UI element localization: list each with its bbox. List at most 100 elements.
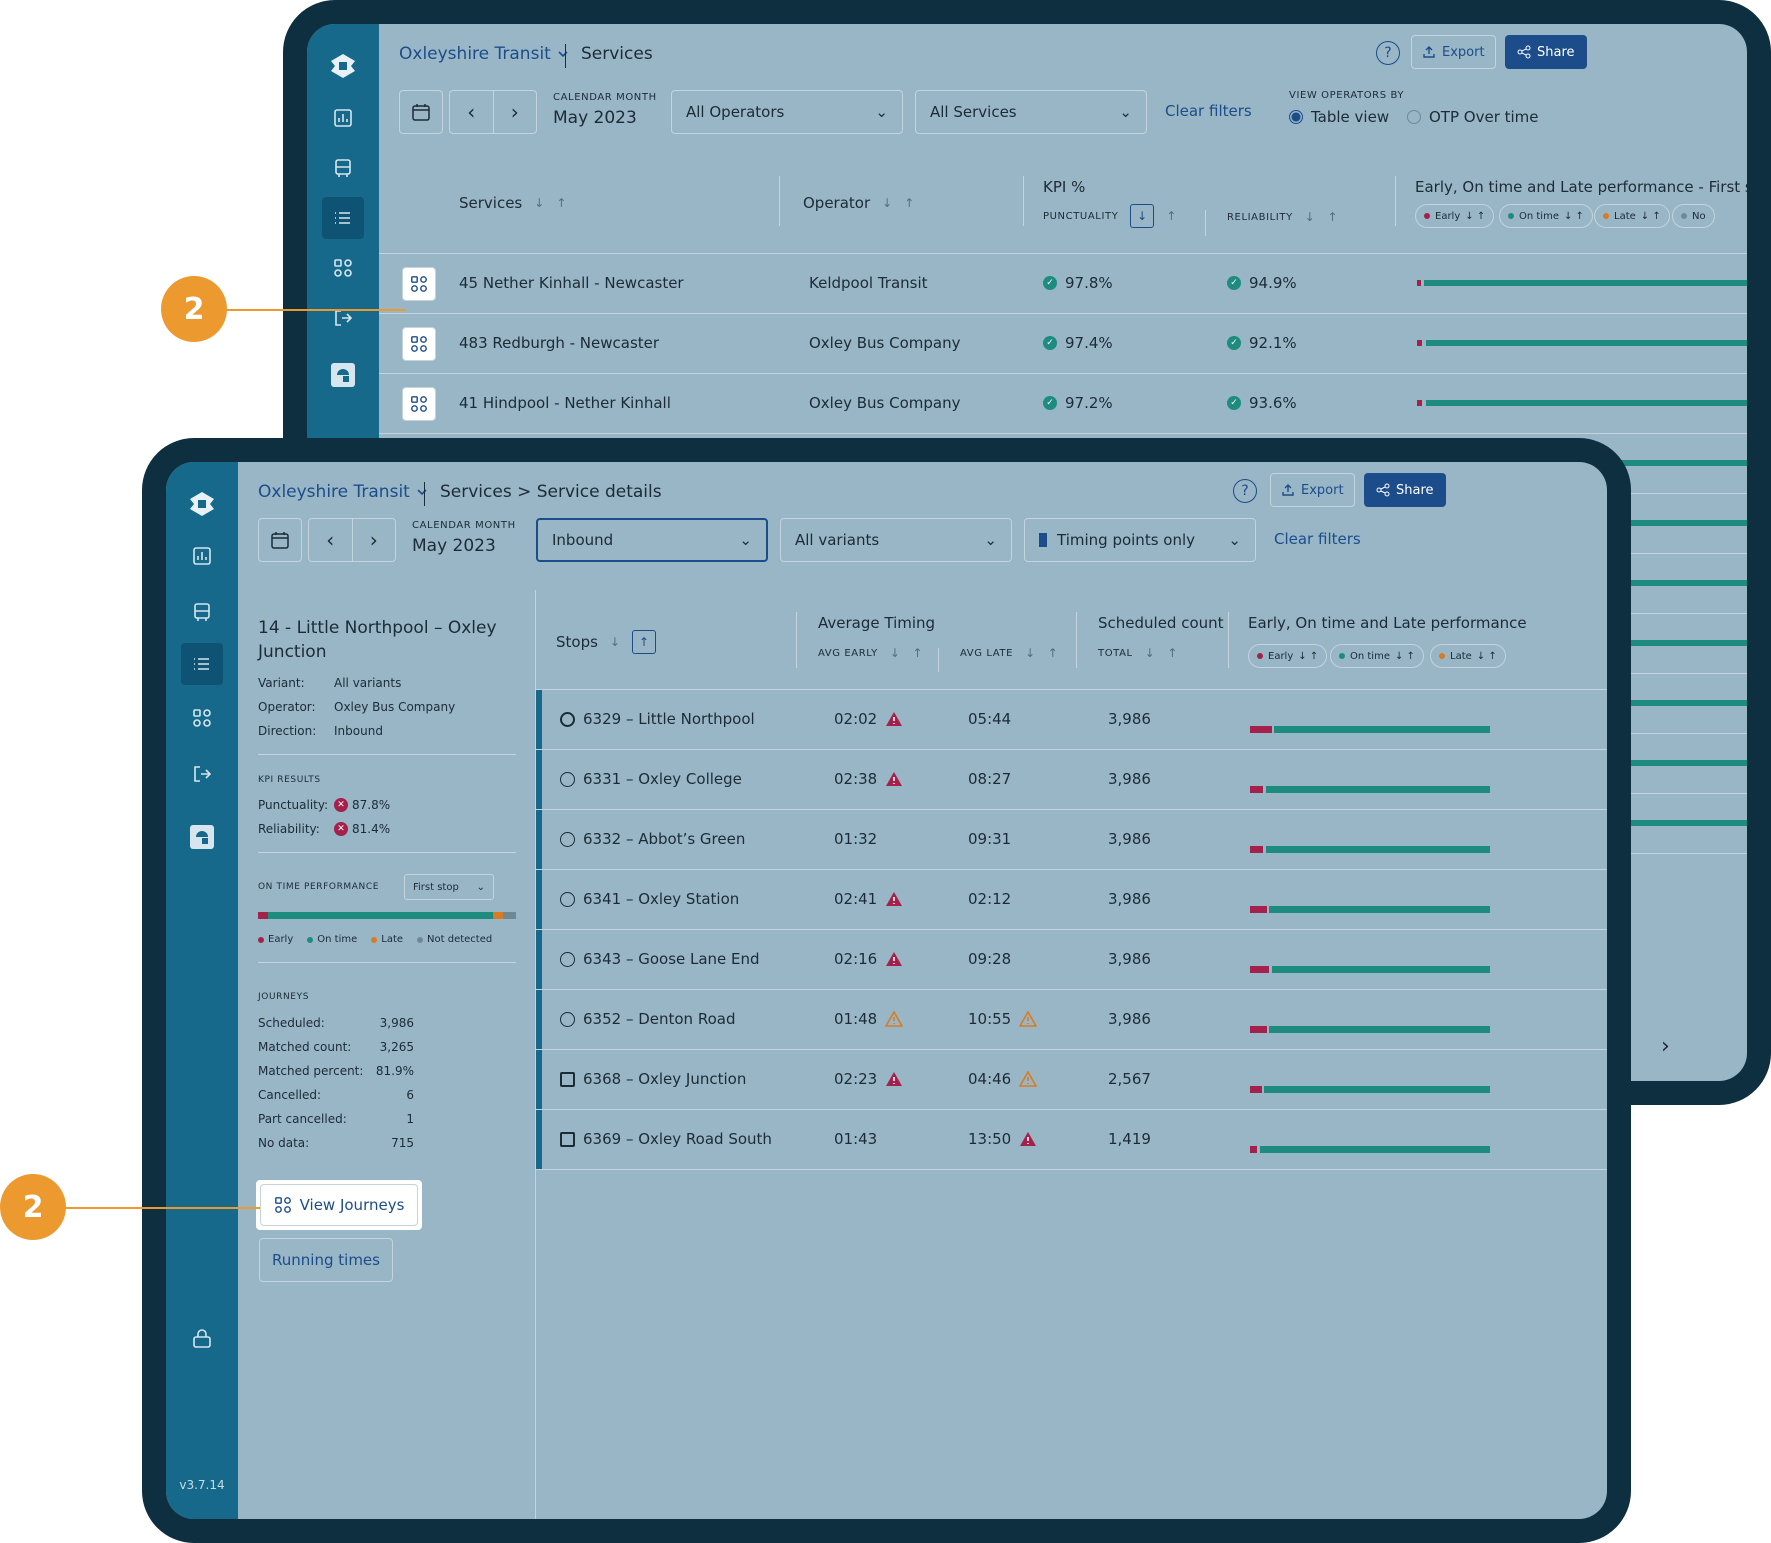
sort-down-icon[interactable]: ↓ bbox=[882, 196, 893, 210]
stop-name-cell[interactable]: 6352 – Denton Road bbox=[560, 1010, 735, 1028]
otp-stop-select[interactable]: First stop ⌄ bbox=[404, 874, 494, 900]
avg-early-cell: 01:43 bbox=[834, 1130, 877, 1148]
logout-icon[interactable] bbox=[325, 300, 361, 336]
stop-name-cell[interactable]: 6331 – Oxley College bbox=[560, 770, 742, 788]
services-select[interactable]: All Services ⌄ bbox=[915, 90, 1147, 134]
next-month-button[interactable]: › bbox=[492, 91, 537, 133]
view-journeys-icon-button[interactable] bbox=[402, 327, 436, 361]
sort-up-active-icon[interactable]: ↑ bbox=[631, 630, 656, 654]
apps-icon[interactable] bbox=[325, 250, 361, 286]
bus-icon[interactable] bbox=[325, 150, 361, 186]
col-operator[interactable]: Operator ↓ ↑ bbox=[803, 194, 914, 212]
list-icon[interactable] bbox=[181, 643, 223, 685]
stop-name-cell[interactable]: 6341 – Oxley Station bbox=[560, 890, 739, 908]
variants-select[interactable]: All variants ⌄ bbox=[780, 518, 1012, 562]
export-button[interactable]: Export bbox=[1270, 473, 1355, 507]
next-month-button[interactable]: › bbox=[351, 519, 396, 561]
chip-late[interactable]: Late ↓ ↑ bbox=[1430, 644, 1506, 668]
col-reliability[interactable]: RELIABILITY ↓ ↑ bbox=[1227, 210, 1338, 224]
view-journeys-icon-button[interactable] bbox=[402, 267, 436, 301]
table-row[interactable] bbox=[379, 314, 1747, 374]
direction-select[interactable]: Inbound ⌄ bbox=[536, 518, 768, 562]
stop-row[interactable] bbox=[536, 810, 1607, 870]
chip-notdetected[interactable]: No bbox=[1672, 204, 1715, 228]
sort-down-active-icon[interactable]: ↓ bbox=[1130, 204, 1155, 228]
stop-row[interactable] bbox=[536, 750, 1607, 810]
col-stops[interactable]: Stops ↓ ↑ bbox=[556, 630, 656, 654]
bus-icon[interactable] bbox=[184, 594, 220, 630]
chip-early[interactable]: Early ↓ ↑ bbox=[1248, 644, 1328, 668]
table-row[interactable] bbox=[379, 374, 1747, 434]
stop-name-cell[interactable]: 6329 – Little Northpool bbox=[560, 710, 755, 728]
stop-row[interactable] bbox=[536, 1050, 1607, 1110]
lock-icon[interactable] bbox=[184, 1320, 220, 1356]
running-times-button[interactable]: Running times bbox=[259, 1238, 393, 1282]
chip-ontime[interactable]: On time ↓ ↑ bbox=[1499, 204, 1593, 228]
timing-select[interactable]: Timing points only ⌄ bbox=[1024, 518, 1256, 562]
col-avg-early[interactable]: AVG EARLY ↓ ↑ bbox=[818, 646, 923, 660]
sort-up-icon[interactable]: ↑ bbox=[1166, 209, 1178, 223]
stop-row[interactable] bbox=[536, 870, 1607, 930]
chip-early[interactable]: Early ↓ ↑ bbox=[1415, 204, 1495, 228]
sort-up-icon[interactable]: ↑ bbox=[1047, 646, 1059, 660]
stop-row[interactable] bbox=[536, 1110, 1607, 1170]
calendar-button[interactable] bbox=[399, 90, 443, 134]
service-name[interactable]: 41 Hindpool - Nether Kinhall bbox=[459, 394, 671, 412]
chip-ontime[interactable]: On time ↓ ↑ bbox=[1330, 644, 1424, 668]
calendar-button[interactable] bbox=[258, 518, 302, 562]
col-punctuality[interactable]: PUNCTUALITY ↓ ↑ bbox=[1043, 204, 1177, 228]
stop-row[interactable] bbox=[536, 690, 1607, 750]
sort-up-icon[interactable]: ↑ bbox=[904, 196, 915, 210]
table-row[interactable] bbox=[379, 254, 1747, 314]
col-services[interactable]: Services ↓ ↑ bbox=[459, 194, 566, 212]
prev-month-button[interactable]: ‹ bbox=[326, 528, 335, 552]
export-button[interactable]: Export bbox=[1411, 35, 1496, 69]
sort-up-icon[interactable]: ↑ bbox=[1327, 210, 1339, 224]
next-page-icon[interactable]: › bbox=[1661, 1034, 1670, 1059]
radio-table-view[interactable]: Table view bbox=[1289, 108, 1389, 126]
service-name[interactable]: 483 Redburgh - Newcaster bbox=[459, 334, 660, 352]
widget-icon[interactable] bbox=[184, 819, 220, 855]
sort-down-icon[interactable]: ↓ bbox=[1304, 210, 1316, 224]
org-switcher[interactable]: Oxleyshire Transit bbox=[258, 482, 428, 502]
stop-name-cell[interactable]: 6332 – Abbot’s Green bbox=[560, 830, 745, 848]
stop-name-cell[interactable]: 6369 – Oxley Road South bbox=[560, 1130, 772, 1148]
stop-row[interactable] bbox=[536, 990, 1607, 1050]
stop-row[interactable] bbox=[536, 930, 1607, 990]
sort-down-icon[interactable]: ↓ bbox=[889, 646, 901, 660]
col-total[interactable]: TOTAL ↓ ↑ bbox=[1098, 646, 1178, 660]
stop-name-cell[interactable]: 6368 – Oxley Junction bbox=[560, 1070, 746, 1088]
sort-down-icon[interactable]: ↓ bbox=[1144, 646, 1156, 660]
stop-name-cell[interactable]: 6343 – Goose Lane End bbox=[560, 950, 760, 968]
view-journeys-icon-button[interactable] bbox=[402, 387, 436, 421]
help-icon[interactable]: ? bbox=[1233, 479, 1257, 503]
radio-otp-view[interactable]: OTP Over time bbox=[1407, 108, 1539, 126]
share-button[interactable]: Share bbox=[1505, 35, 1587, 69]
share-button[interactable]: Share bbox=[1364, 473, 1446, 507]
sort-up-icon[interactable]: ↑ bbox=[912, 646, 924, 660]
apps-icon[interactable] bbox=[184, 700, 220, 736]
chart-icon[interactable] bbox=[325, 100, 361, 136]
chip-late[interactable]: Late ↓ ↑ bbox=[1594, 204, 1670, 228]
avg-late-val: 10:55 bbox=[968, 1010, 1012, 1028]
org-switcher[interactable]: Oxleyshire Transit bbox=[399, 44, 569, 64]
sort-down-icon[interactable]: ↓ bbox=[1025, 646, 1036, 660]
service-name[interactable]: 45 Nether Kinhall - Newcaster bbox=[459, 274, 684, 292]
sort-down-icon[interactable]: ↓ bbox=[534, 196, 545, 210]
clear-filters-link[interactable]: Clear filters bbox=[1274, 530, 1361, 548]
help-icon[interactable]: ? bbox=[1376, 41, 1400, 65]
sort-down-icon[interactable]: ↓ bbox=[609, 635, 620, 649]
prev-month-button[interactable]: ‹ bbox=[467, 100, 476, 124]
col-avg-late[interactable]: AVG LATE ↓ ↑ bbox=[960, 646, 1058, 660]
logo-icon[interactable] bbox=[325, 48, 361, 84]
sort-up-icon[interactable]: ↑ bbox=[556, 196, 567, 210]
sort-up-icon[interactable]: ↑ bbox=[1167, 646, 1179, 660]
chart-icon[interactable] bbox=[184, 538, 220, 574]
list-icon[interactable] bbox=[322, 197, 364, 239]
view-journeys-button[interactable]: View Journeys bbox=[260, 1184, 418, 1226]
logout-icon[interactable] bbox=[184, 756, 220, 792]
clear-filters-link[interactable]: Clear filters bbox=[1165, 102, 1252, 120]
logo-icon[interactable] bbox=[184, 486, 220, 522]
operators-select[interactable]: All Operators ⌄ bbox=[671, 90, 903, 134]
widget-icon[interactable] bbox=[325, 357, 361, 393]
